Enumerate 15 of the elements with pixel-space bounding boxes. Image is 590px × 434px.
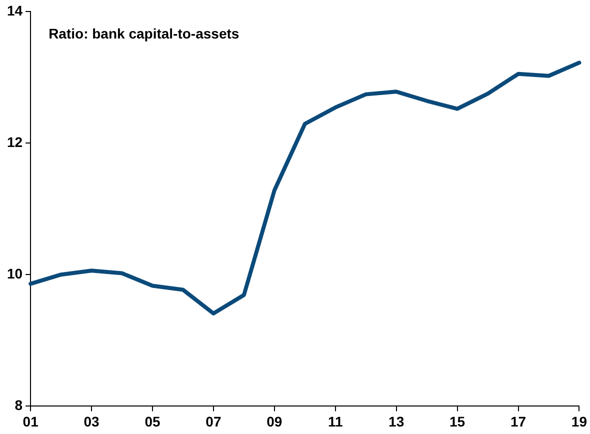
x-tick-label: 05: [144, 413, 160, 430]
text: Ratio: bank capital-to-assets: [48, 25, 240, 42]
x-tick-label: 09: [266, 413, 282, 430]
x-tick-label: 11: [328, 413, 343, 430]
y-tick-label: 12: [6, 134, 23, 150]
x-tick-label: 01: [22, 413, 39, 430]
x-tick-label: 07: [206, 413, 222, 430]
x-tick-label: 19: [571, 413, 588, 430]
y-tick-label: 8: [14, 397, 23, 414]
x-tick-label: 13: [388, 413, 404, 430]
x-tick-label: 17: [510, 413, 526, 430]
x-tick-label: 15: [450, 413, 466, 430]
y-tick-label: 14: [6, 2, 23, 18]
y-tick-label: 10: [6, 265, 23, 282]
x-tick-label: 03: [84, 413, 100, 430]
